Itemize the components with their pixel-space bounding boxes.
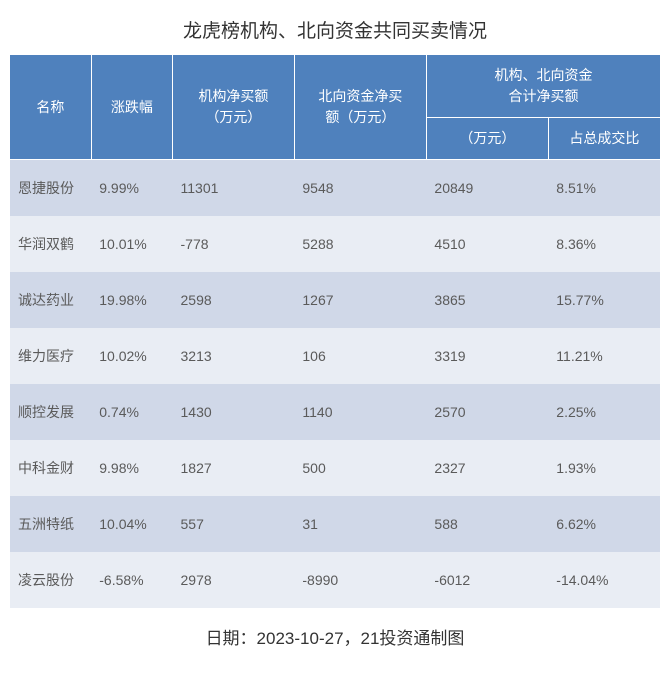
table-row: 诚达药业19.98%25981267386515.77% [10,272,660,328]
cell-name: 中科金财 [10,440,91,496]
cell-sum: 3319 [426,328,548,384]
cell-name: 诚达药业 [10,272,91,328]
cell-ratio: 2.25% [548,384,660,440]
cell-sum: -6012 [426,552,548,608]
cell-north: 106 [294,328,426,384]
cell-inst: 1827 [173,440,295,496]
cell-sum: 588 [426,496,548,552]
cell-sum: 20849 [426,160,548,217]
cell-name: 五洲特纸 [10,496,91,552]
table-container: 龙虎榜机构、北向资金共同买卖情况 名称 涨跌幅 机构净买额 （万元） 北向资金净… [0,0,670,675]
cell-inst: 2598 [173,272,295,328]
cell-north: 5288 [294,216,426,272]
cell-change: 10.04% [91,496,172,552]
cell-change: -6.58% [91,552,172,608]
data-table: 名称 涨跌幅 机构净买额 （万元） 北向资金净买 额（万元） 机构、北向资金 合… [10,55,660,655]
cell-inst: 2978 [173,552,295,608]
footer-text: 日期：2023-10-27，21投资通制图 [10,608,660,655]
cell-north: 1267 [294,272,426,328]
cell-sum: 4510 [426,216,548,272]
cell-inst: 557 [173,496,295,552]
cell-ratio: 1.93% [548,440,660,496]
cell-inst: 11301 [173,160,295,217]
cell-name: 维力医疗 [10,328,91,384]
cell-change: 9.99% [91,160,172,217]
cell-north: 9548 [294,160,426,217]
cell-inst: -778 [173,216,295,272]
cell-change: 9.98% [91,440,172,496]
table-row: 华润双鹤10.01%-778528845108.36% [10,216,660,272]
cell-name: 凌云股份 [10,552,91,608]
cell-name: 恩捷股份 [10,160,91,217]
cell-ratio: 8.36% [548,216,660,272]
cell-ratio: 6.62% [548,496,660,552]
cell-north: 1140 [294,384,426,440]
table-body: 恩捷股份9.99%113019548208498.51%华润双鹤10.01%-7… [10,160,660,656]
cell-ratio: 11.21% [548,328,660,384]
cell-sum: 3865 [426,272,548,328]
th-inst: 机构净买额 （万元） [173,55,295,160]
cell-sum: 2327 [426,440,548,496]
cell-ratio: -14.04% [548,552,660,608]
cell-sum: 2570 [426,384,548,440]
th-combined: 机构、北向资金 合计净买额 [426,55,660,118]
cell-ratio: 8.51% [548,160,660,217]
cell-inst: 1430 [173,384,295,440]
table-title: 龙虎榜机构、北向资金共同买卖情况 [10,8,660,55]
table-row: 中科金财9.98%182750023271.93% [10,440,660,496]
cell-inst: 3213 [173,328,295,384]
table-row: 凌云股份-6.58%2978-8990-6012-14.04% [10,552,660,608]
table-row: 恩捷股份9.99%113019548208498.51% [10,160,660,217]
cell-change: 10.02% [91,328,172,384]
cell-name: 华润双鹤 [10,216,91,272]
table-row: 顺控发展0.74%1430114025702.25% [10,384,660,440]
cell-name: 顺控发展 [10,384,91,440]
th-combined-ratio: 占总成交比 [548,118,660,160]
cell-change: 19.98% [91,272,172,328]
cell-north: 31 [294,496,426,552]
footer-row: 日期：2023-10-27，21投资通制图 [10,608,660,655]
th-change: 涨跌幅 [91,55,172,160]
cell-change: 10.01% [91,216,172,272]
table-header: 名称 涨跌幅 机构净买额 （万元） 北向资金净买 额（万元） 机构、北向资金 合… [10,55,660,160]
th-name: 名称 [10,55,91,160]
cell-ratio: 15.77% [548,272,660,328]
cell-north: -8990 [294,552,426,608]
cell-north: 500 [294,440,426,496]
table-row: 维力医疗10.02%3213106331911.21% [10,328,660,384]
th-north: 北向资金净买 额（万元） [294,55,426,160]
cell-change: 0.74% [91,384,172,440]
table-row: 五洲特纸10.04%557315886.62% [10,496,660,552]
th-combined-amount: （万元） [426,118,548,160]
